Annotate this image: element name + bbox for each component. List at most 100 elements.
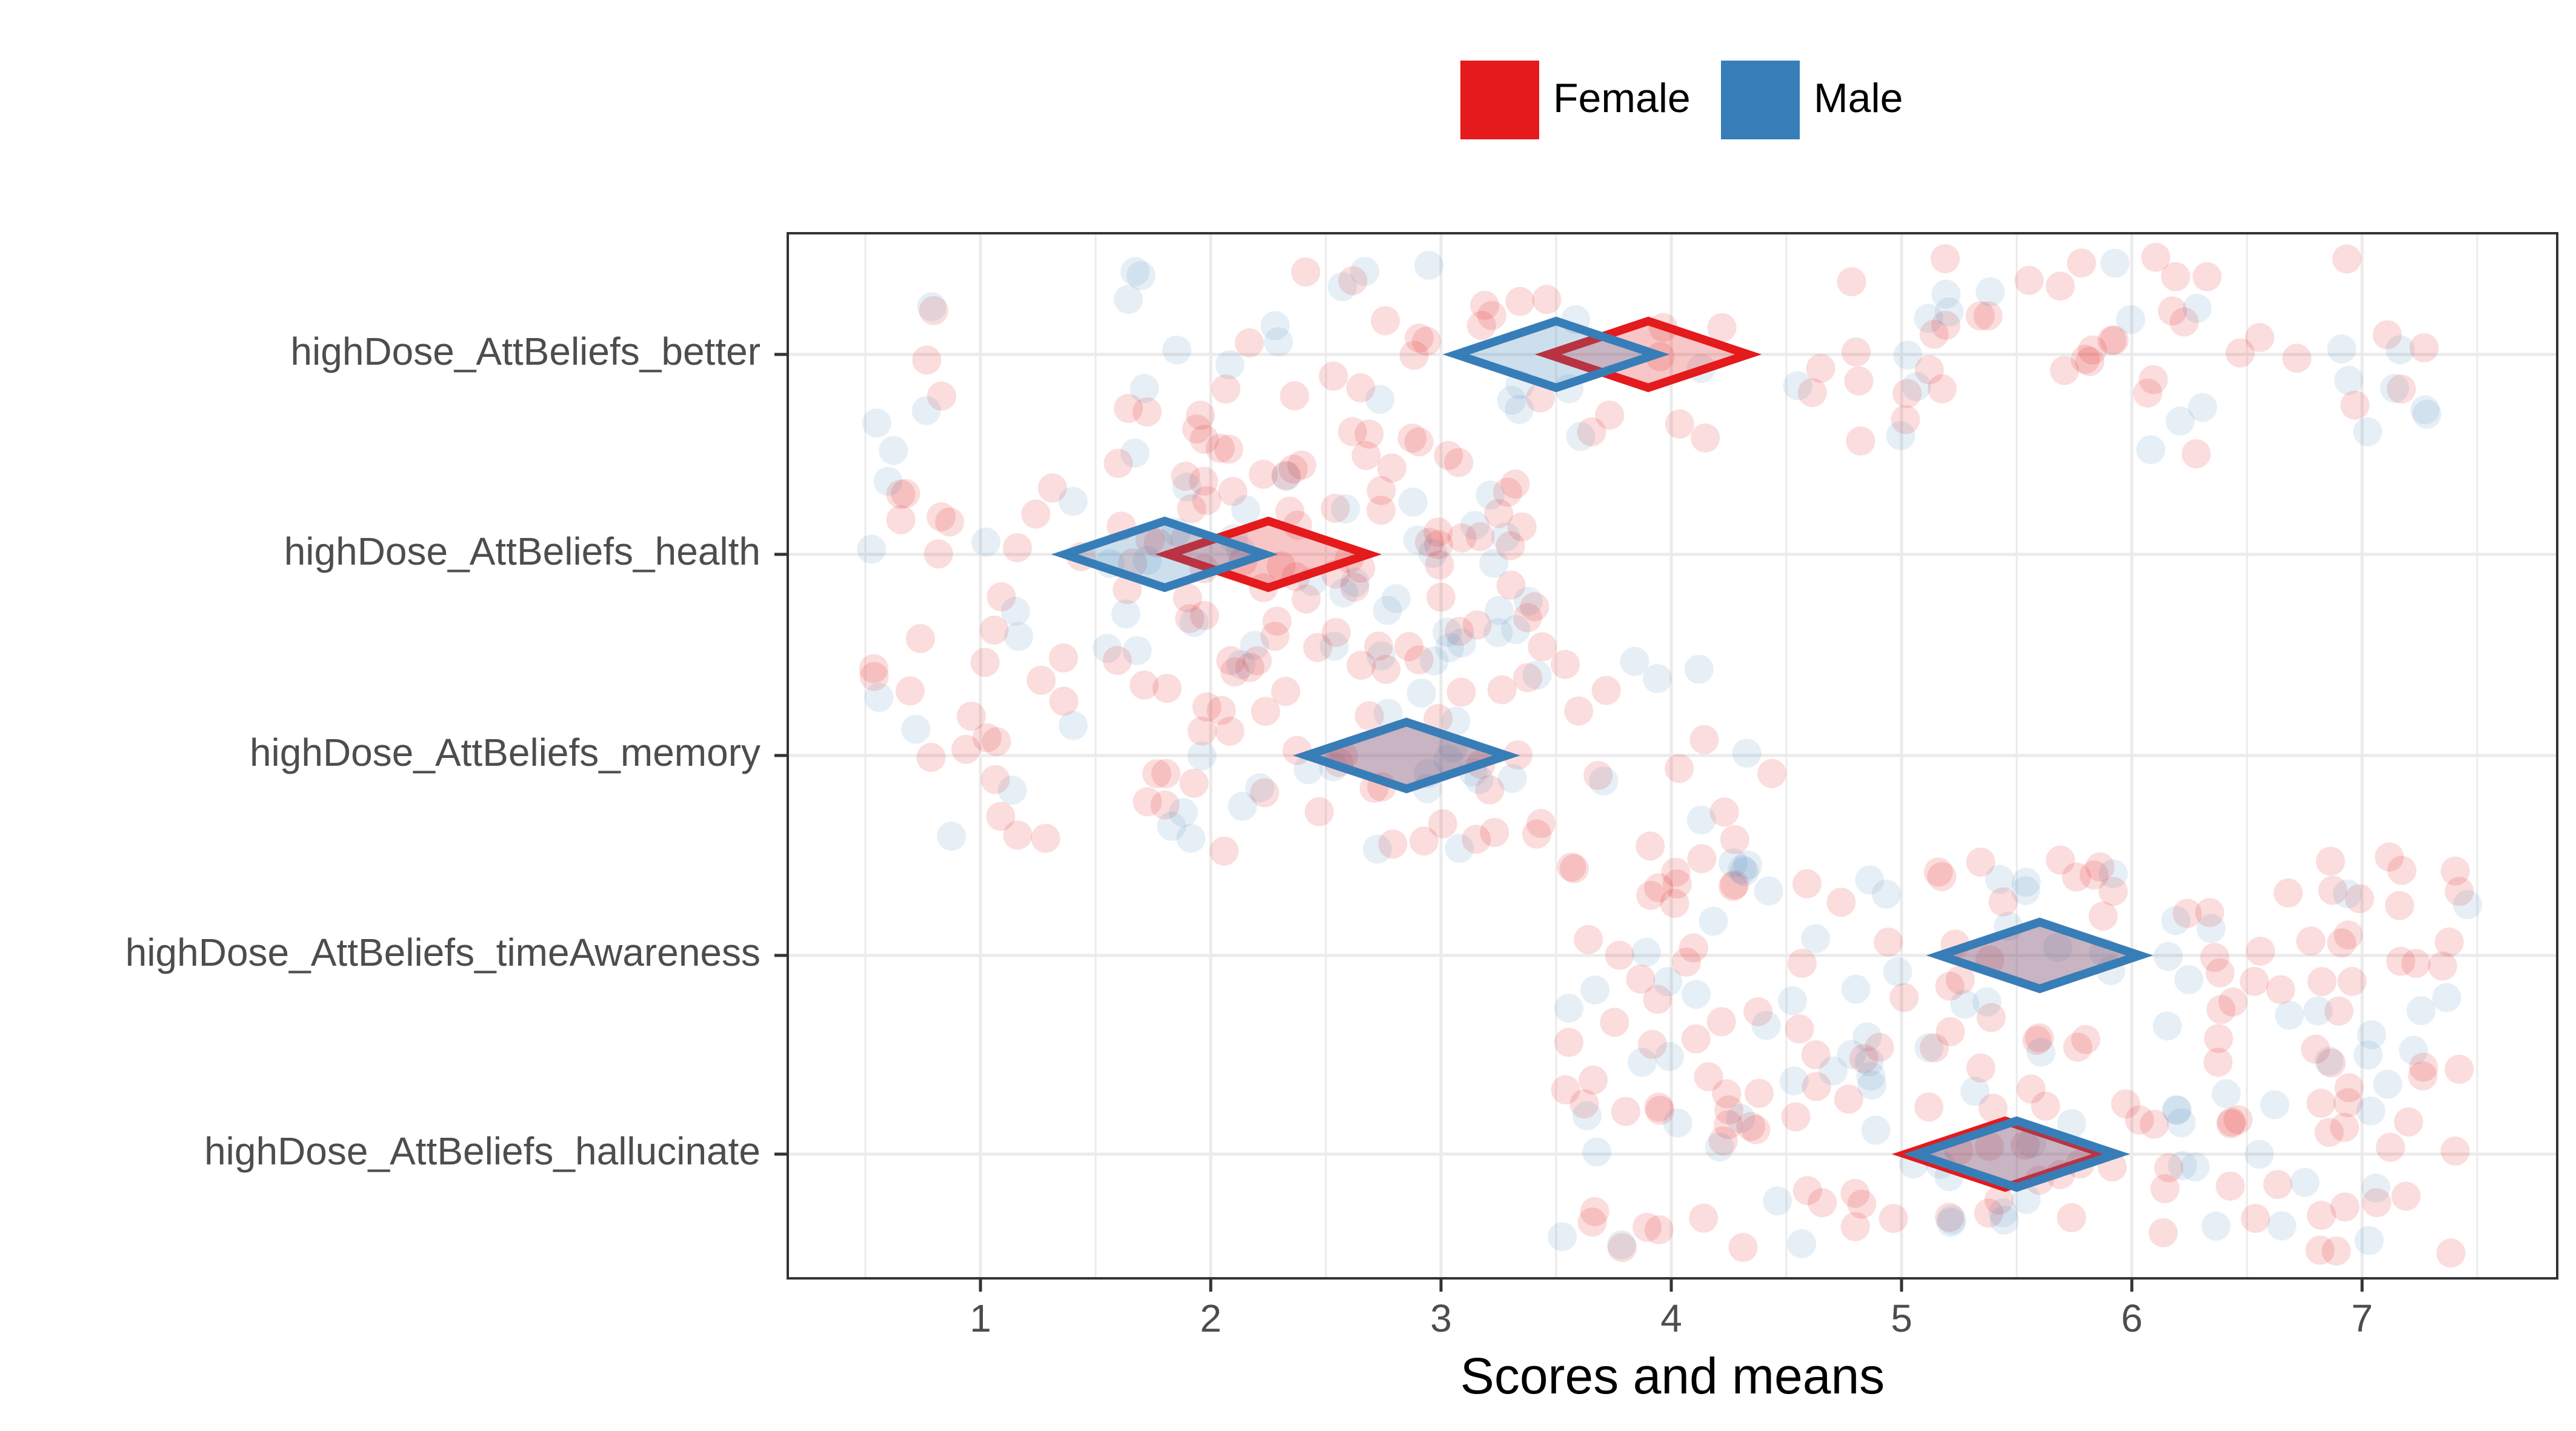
data-point-female	[1879, 1204, 1908, 1233]
data-point-male	[1403, 525, 1433, 555]
data-point-female	[986, 802, 1016, 831]
data-point-female	[1404, 645, 1434, 675]
data-point-female	[1397, 423, 1427, 453]
data-point-male	[1130, 374, 1159, 403]
data-point-female	[1462, 610, 1492, 640]
data-point-male	[1245, 773, 1274, 803]
data-point-female	[1404, 427, 1434, 457]
data-point-female	[1643, 984, 1672, 1014]
legend-label-male: Male	[1814, 75, 1903, 121]
data-point-male	[2152, 1011, 2182, 1041]
data-point-female	[1979, 1094, 2008, 1123]
data-point-female	[1709, 797, 1739, 827]
data-point-female	[1728, 1233, 1758, 1262]
data-point-male	[901, 714, 931, 744]
data-point-female	[1802, 1072, 1831, 1101]
data-point-male	[1398, 487, 1428, 517]
data-point-male	[2057, 1109, 2086, 1138]
data-point-female	[1984, 1185, 2014, 1215]
data-point-female	[1305, 797, 1334, 826]
data-point-female	[1694, 1062, 1723, 1092]
data-point-female	[1446, 677, 1476, 707]
data-point-female	[1027, 665, 1056, 695]
data-point-male	[1787, 1229, 1817, 1258]
data-point-female	[1928, 374, 1957, 403]
data-point-male	[1902, 372, 1931, 401]
data-point-female	[859, 654, 888, 683]
data-point-male	[1406, 679, 1436, 708]
data-point-male	[1433, 745, 1463, 774]
x-axis-title: Scores and means	[1460, 1347, 1885, 1404]
data-point-male	[1365, 385, 1395, 414]
data-point-female	[1691, 423, 1720, 453]
data-point-female	[1151, 759, 1180, 788]
data-point-male	[1460, 511, 1489, 540]
data-point-female	[1965, 301, 1995, 331]
data-point-female	[2138, 365, 2168, 394]
data-point-male	[1215, 350, 1245, 380]
data-point-female	[2223, 1105, 2253, 1135]
data-point-male	[2011, 1184, 2041, 1214]
data-point-female	[2031, 1091, 2060, 1121]
data-point-male	[1893, 340, 1923, 370]
data-point-male	[2412, 399, 2441, 429]
data-point-female	[1186, 400, 1216, 430]
data-point-female	[2394, 1107, 2423, 1137]
data-point-female	[970, 648, 1000, 677]
data-point-male	[1093, 634, 1122, 663]
data-point-male	[1328, 272, 1357, 302]
data-point-female	[1551, 649, 1580, 679]
data-point-female	[1808, 1188, 1837, 1218]
data-point-female	[2097, 326, 2127, 355]
x-tick-label: 7	[2351, 1297, 2373, 1340]
data-point-female	[927, 502, 956, 532]
data-point-female	[2045, 271, 2075, 301]
data-point-female	[1931, 244, 1960, 273]
data-point-male	[1414, 251, 1443, 280]
data-point-male	[1497, 763, 1527, 793]
data-point-male	[879, 436, 908, 465]
data-point-male	[1419, 646, 1449, 676]
data-point-male	[1441, 706, 1471, 736]
data-point-female	[1205, 434, 1235, 463]
data-point-male	[2380, 374, 2409, 403]
data-point-male	[1572, 1101, 1602, 1131]
data-point-female	[1781, 1102, 1811, 1132]
data-point-female	[2245, 323, 2275, 353]
data-point-female	[1837, 267, 1866, 296]
data-point-female	[1409, 826, 1439, 856]
data-point-female	[2206, 995, 2236, 1024]
data-point-female	[2085, 852, 2115, 882]
data-point-female	[1346, 373, 1376, 403]
data-point-male	[1501, 615, 1531, 645]
data-point-male	[2098, 859, 2128, 889]
data-point-female	[2301, 1034, 2331, 1064]
data-point-male	[971, 527, 1000, 557]
data-point-female	[2327, 928, 2357, 958]
x-tick-label: 6	[2121, 1297, 2143, 1340]
data-point-male	[2161, 906, 2191, 935]
data-point-female	[2282, 344, 2312, 373]
data-point-female	[1741, 1115, 1771, 1144]
data-point-female	[2375, 842, 2405, 872]
data-point-male	[1373, 699, 1403, 728]
data-point-female	[1846, 426, 1875, 456]
data-point-female	[2067, 248, 2096, 278]
data-point-female	[1215, 717, 1245, 746]
data-point-female	[1189, 466, 1219, 496]
data-point-male	[1483, 618, 1513, 648]
data-point-female	[1250, 778, 1279, 808]
data-point-male	[1886, 421, 1915, 451]
data-point-male	[2260, 1090, 2289, 1120]
data-point-female	[1351, 440, 1381, 470]
data-point-male	[1779, 1066, 1809, 1096]
data-point-male	[2406, 996, 2436, 1026]
data-point-male	[1554, 994, 1583, 1023]
data-point-male	[1856, 1061, 1886, 1091]
data-point-male	[2314, 1046, 2344, 1076]
data-point-female	[2148, 1218, 2178, 1247]
data-point-female	[2172, 898, 2202, 928]
data-point-female	[982, 727, 1011, 757]
data-point-female	[1371, 306, 1400, 336]
data-point-male	[2361, 1174, 2391, 1203]
